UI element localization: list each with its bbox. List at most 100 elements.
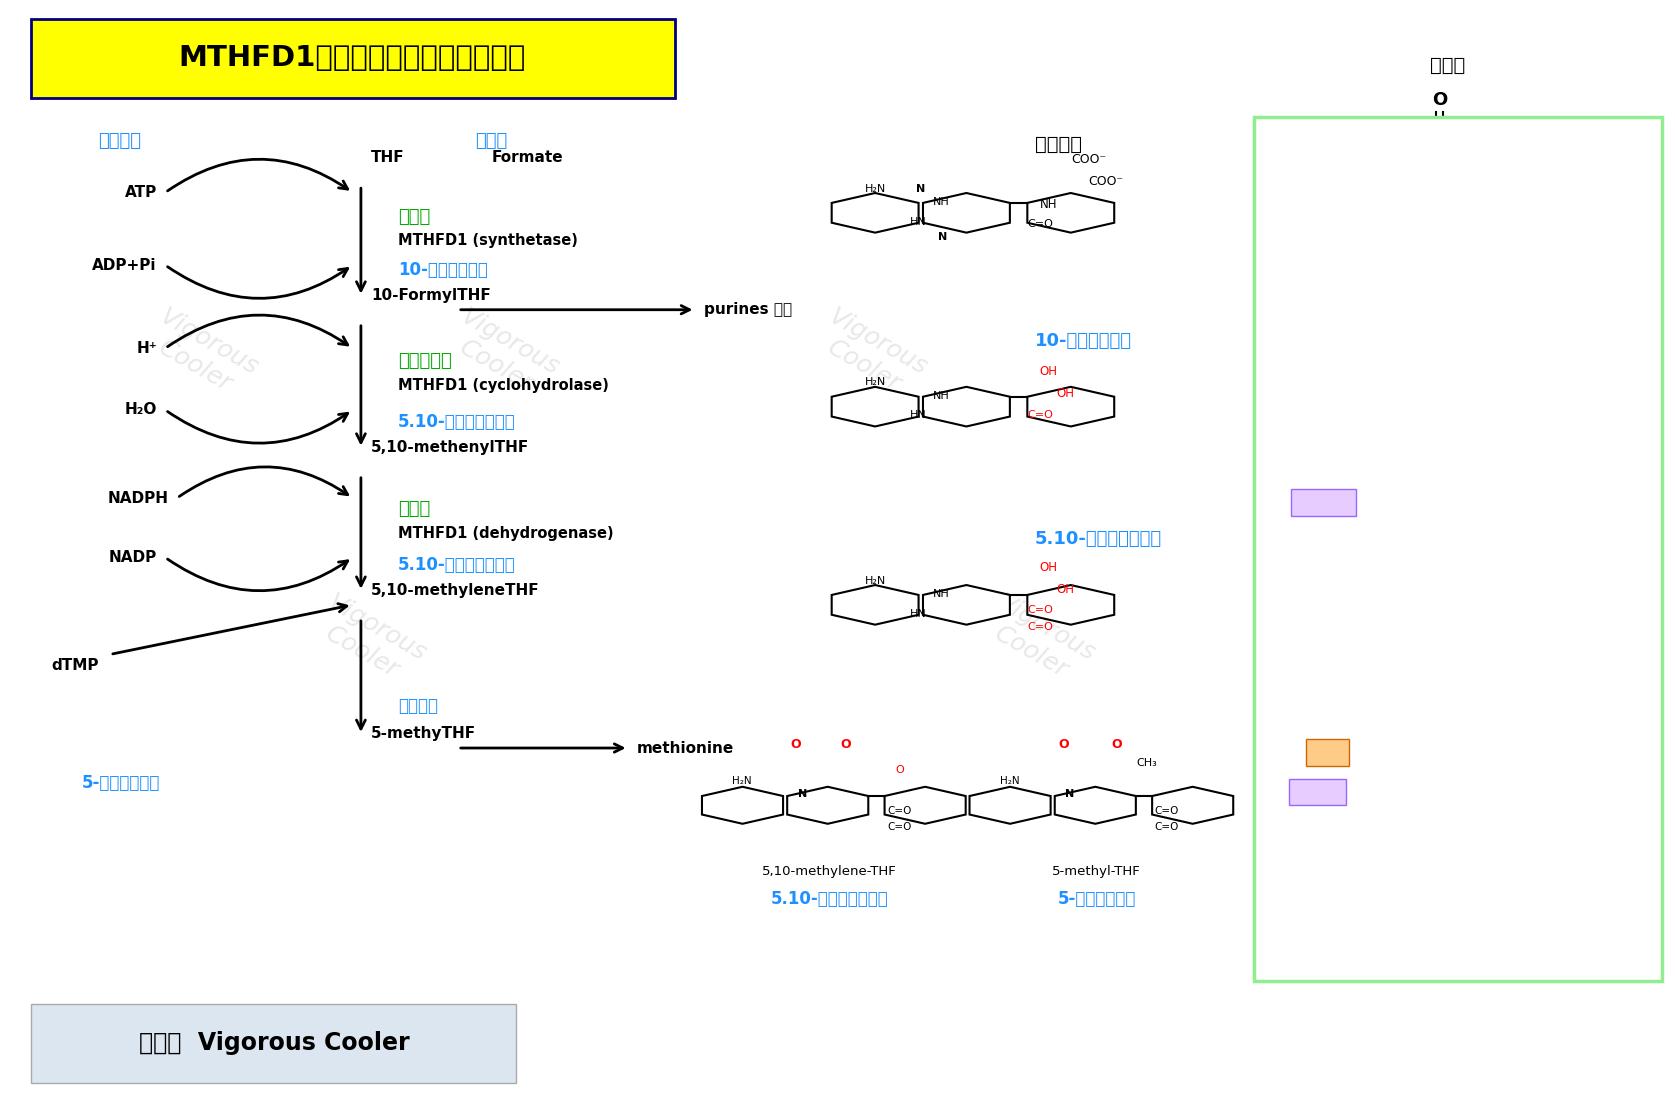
Text: C=O: C=O — [1154, 822, 1179, 832]
Text: 2: 2 — [1407, 785, 1412, 795]
Text: N: N — [1065, 789, 1075, 799]
Text: NADPH: NADPH — [107, 490, 169, 506]
Text: MTHFD1 (dehydrogenase): MTHFD1 (dehydrogenase) — [397, 526, 613, 541]
Text: 5-甲基四氢叶酸: 5-甲基四氢叶酸 — [82, 774, 161, 793]
Text: 5.10-亚甲基四氢叶酸: 5.10-亚甲基四氢叶酸 — [397, 556, 516, 574]
Text: CH: CH — [1524, 518, 1538, 528]
Polygon shape — [1027, 585, 1114, 625]
Text: 5-甲基四氢叶酸: 5-甲基四氢叶酸 — [1057, 890, 1136, 907]
Text: NADP: NADP — [109, 550, 157, 565]
Text: O: O — [841, 739, 851, 751]
Text: 5.10-二甲基四氢叶酸: 5.10-二甲基四氢叶酸 — [1035, 530, 1162, 548]
Text: N: N — [1513, 785, 1523, 795]
Text: 6: 6 — [1404, 243, 1410, 253]
Text: N: N — [1342, 545, 1352, 555]
Text: CH: CH — [1524, 277, 1538, 287]
Text: 5,10-methylene-THF: 5,10-methylene-THF — [762, 864, 896, 878]
Text: 4: 4 — [1462, 299, 1467, 309]
Text: C=O: C=O — [1027, 219, 1054, 229]
Text: purines 嘌呤: purines 嘌呤 — [704, 302, 792, 317]
Text: COO⁻: COO⁻ — [1089, 176, 1124, 189]
Text: OH: OH — [1497, 912, 1521, 926]
Text: COO⁻: COO⁻ — [1072, 153, 1107, 167]
Polygon shape — [923, 193, 1010, 233]
Text: MTHFD1参与的生化反应与代谢产物: MTHFD1参与的生化反应与代谢产物 — [179, 43, 526, 72]
Text: HN: HN — [910, 216, 926, 226]
Text: 5-methyTHF: 5-methyTHF — [370, 726, 476, 742]
Text: THF: THF — [370, 150, 405, 166]
Text: NH: NH — [933, 588, 950, 598]
Text: 脱氢酶: 脱氢酶 — [397, 500, 430, 518]
Text: 3: 3 — [1382, 782, 1387, 792]
Text: Vigorous
Cooler: Vigorous Cooler — [308, 591, 430, 690]
Text: HC: HC — [1357, 277, 1372, 287]
Text: Vigorous
Cooler: Vigorous Cooler — [978, 591, 1099, 690]
FancyBboxPatch shape — [1290, 778, 1345, 805]
Text: O: O — [791, 739, 801, 751]
Text: HN: HN — [910, 411, 926, 421]
Polygon shape — [923, 386, 1010, 426]
Text: CH: CH — [1449, 887, 1471, 901]
Polygon shape — [1454, 508, 1526, 537]
Text: N: N — [797, 789, 807, 799]
Text: N: N — [916, 183, 926, 193]
Text: H₂N: H₂N — [1000, 776, 1020, 786]
Text: NH₂: NH₂ — [1312, 498, 1333, 508]
Polygon shape — [702, 787, 784, 824]
Text: 5: 5 — [1452, 761, 1457, 771]
Text: 5.10-二甲基四氢叶酸: 5.10-二甲基四氢叶酸 — [397, 413, 516, 431]
Text: HN: HN — [910, 608, 926, 618]
Text: 8: 8 — [1497, 250, 1502, 259]
Text: 3: 3 — [1407, 299, 1412, 309]
Text: N: N — [1513, 499, 1523, 509]
Text: 6: 6 — [1409, 485, 1415, 495]
Text: C=O: C=O — [888, 806, 911, 816]
Text: 4: 4 — [1464, 539, 1471, 549]
Text: 6: 6 — [1409, 743, 1415, 753]
Text: H₂O: H₂O — [124, 403, 157, 417]
Text: O: O — [1112, 739, 1122, 751]
Text: Vigorous
Cooler: Vigorous Cooler — [442, 304, 563, 404]
Text: Adenine (A): Adenine (A) — [1389, 581, 1491, 596]
Polygon shape — [1454, 757, 1526, 787]
Text: ATP: ATP — [124, 185, 157, 200]
Text: O: O — [1323, 747, 1332, 757]
Text: N: N — [1513, 535, 1523, 545]
FancyBboxPatch shape — [32, 1004, 516, 1083]
Text: 10-甲酰四氢叶酸: 10-甲酰四氢叶酸 — [397, 261, 487, 279]
Text: 制图：  Vigorous Cooler: 制图： Vigorous Cooler — [139, 1031, 409, 1055]
Text: O: O — [1504, 864, 1516, 879]
Text: 环化水解酶: 环化水解酶 — [397, 352, 452, 371]
Text: NH: NH — [933, 197, 950, 206]
Text: O: O — [894, 765, 904, 775]
Text: 5: 5 — [1442, 499, 1447, 509]
Text: 10-甲酰四氢叶酸: 10-甲酰四氢叶酸 — [1035, 331, 1132, 350]
Text: 四氢叶酸: 四氢叶酸 — [1035, 135, 1082, 155]
Text: 合成酶: 合成酶 — [397, 208, 430, 225]
Text: methionine: methionine — [636, 741, 734, 755]
Text: N: N — [1342, 489, 1352, 499]
Text: N: N — [1513, 755, 1523, 766]
Text: H⁺: H⁺ — [136, 341, 157, 355]
Text: 10-FormylTHF: 10-FormylTHF — [370, 288, 491, 304]
Text: N: N — [1513, 259, 1523, 269]
Text: Vigorous
Cooler: Vigorous Cooler — [142, 304, 263, 404]
Polygon shape — [1152, 787, 1233, 824]
Text: C=O: C=O — [1027, 622, 1054, 631]
Text: NH: NH — [1040, 198, 1057, 211]
Text: 7: 7 — [1479, 240, 1486, 250]
Polygon shape — [832, 386, 918, 426]
Text: H₂N: H₂N — [866, 183, 886, 193]
Text: HN: HN — [1355, 767, 1368, 777]
FancyBboxPatch shape — [32, 19, 675, 98]
Polygon shape — [1055, 787, 1136, 824]
Polygon shape — [1347, 266, 1447, 299]
Text: C=O: C=O — [1154, 806, 1179, 816]
Text: 鸟嘌呤: 鸟嘌呤 — [1424, 853, 1456, 871]
Text: Guanine (G): Guanine (G) — [1389, 831, 1491, 846]
Polygon shape — [1027, 386, 1114, 426]
Text: MTHFD1 (synthetase): MTHFD1 (synthetase) — [397, 233, 578, 248]
Text: 甲硫氨酸: 甲硫氨酸 — [1412, 954, 1454, 972]
Text: 5,10-methenylTHF: 5,10-methenylTHF — [370, 440, 529, 455]
Text: H₂N: H₂N — [1308, 787, 1327, 797]
